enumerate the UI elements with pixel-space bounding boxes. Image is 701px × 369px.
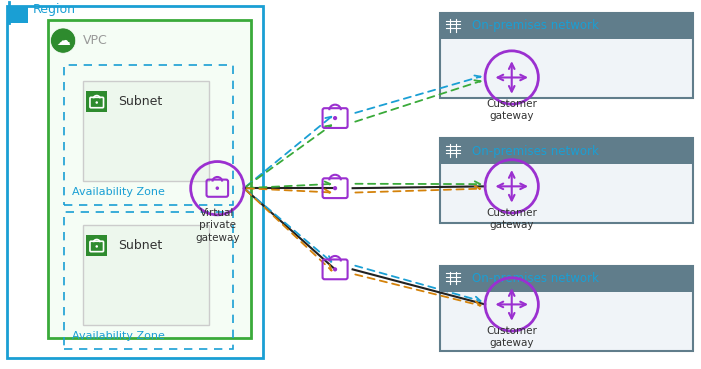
- Text: Customer
gateway: Customer gateway: [486, 99, 537, 121]
- Bar: [440, 13, 693, 98]
- Text: Virtual
private
gateway: Virtual private gateway: [195, 208, 240, 242]
- FancyBboxPatch shape: [86, 91, 107, 112]
- Text: ☁: ☁: [56, 34, 70, 48]
- Bar: [440, 13, 693, 39]
- Bar: [440, 138, 693, 164]
- Circle shape: [62, 34, 72, 42]
- Bar: [64, 212, 233, 349]
- Circle shape: [58, 31, 68, 41]
- Circle shape: [333, 116, 337, 120]
- Text: Region: Region: [33, 3, 76, 15]
- Text: On-premises network: On-premises network: [472, 272, 599, 285]
- Text: Availability Zone: Availability Zone: [72, 331, 164, 341]
- Circle shape: [50, 28, 76, 53]
- Bar: [48, 20, 251, 338]
- Text: On-premises network: On-premises network: [472, 19, 599, 32]
- Circle shape: [333, 186, 337, 190]
- Circle shape: [55, 34, 64, 42]
- Text: On-premises network: On-premises network: [472, 145, 599, 158]
- FancyBboxPatch shape: [442, 141, 463, 162]
- Bar: [440, 266, 693, 351]
- Text: Customer
gateway: Customer gateway: [486, 208, 537, 230]
- Circle shape: [95, 245, 98, 248]
- FancyBboxPatch shape: [442, 268, 463, 289]
- Circle shape: [95, 101, 98, 104]
- Circle shape: [215, 186, 219, 190]
- Circle shape: [57, 37, 69, 48]
- Bar: [440, 266, 693, 292]
- FancyBboxPatch shape: [86, 235, 107, 256]
- Text: Availability Zone: Availability Zone: [72, 187, 164, 197]
- Bar: [83, 225, 209, 325]
- Text: VPC: VPC: [83, 34, 107, 47]
- Text: Subnet: Subnet: [118, 95, 162, 108]
- Bar: [64, 65, 233, 205]
- FancyBboxPatch shape: [442, 15, 463, 36]
- Bar: [83, 81, 209, 181]
- Text: Customer
gateway: Customer gateway: [486, 326, 537, 348]
- Bar: [7, 6, 263, 358]
- Text: Subnet: Subnet: [118, 239, 162, 252]
- Bar: [440, 138, 693, 223]
- Bar: [7, 6, 28, 23]
- Circle shape: [333, 267, 337, 272]
